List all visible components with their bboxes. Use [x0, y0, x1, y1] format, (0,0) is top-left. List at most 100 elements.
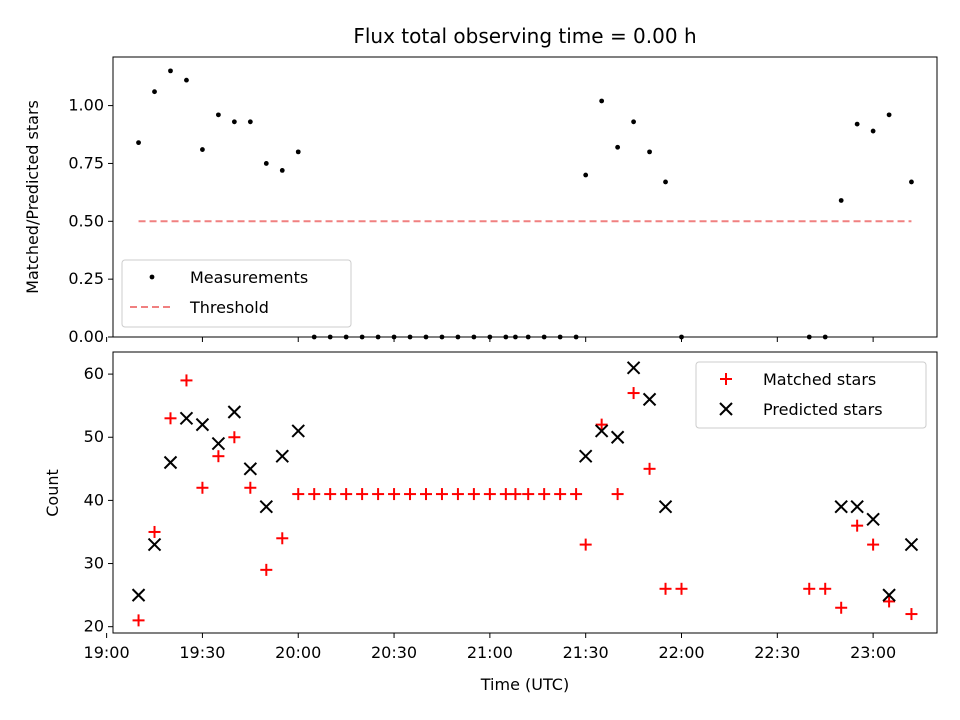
predicted-star-point: [594, 424, 609, 438]
top-axes-frame: [112, 56, 938, 338]
measurement-point: [200, 147, 205, 152]
top-y-tick-label: 0.75: [68, 153, 104, 172]
x-tick-label: 21:30: [563, 643, 609, 662]
matched-star-point: [356, 488, 369, 501]
matched-star-point: [835, 601, 848, 614]
measurement-point: [215, 112, 221, 118]
matched-star-point: [509, 488, 522, 501]
measurement-point: [263, 161, 269, 166]
matched-star-point: [132, 614, 145, 627]
measurement-point: [279, 167, 285, 173]
measurement-point: [168, 68, 173, 74]
matched-star-point: [164, 412, 177, 425]
matched-star-point: [522, 488, 535, 501]
predicted-star-point: [578, 449, 593, 463]
bottom-panel: 20 30 40 50 60 19:00 19:30 20:00 20:30 21:00 21:30…: [43, 351, 938, 694]
top-y-tick-label: 0.25: [68, 269, 104, 288]
predicted-star-point: [866, 512, 880, 527]
bottom-y-tick-label: 60: [84, 364, 104, 383]
matched-star-point: [404, 488, 417, 501]
top-panel: Flux total observing time = 0.00 h 0.00 0…: [23, 24, 938, 346]
matched-star-point: [554, 488, 567, 501]
matched-star-point: [212, 450, 225, 463]
matched-star-point: [308, 488, 321, 501]
x-tick-label: 20:00: [275, 643, 321, 662]
top-legend-box: [121, 259, 352, 328]
matched-star-point: [419, 488, 432, 501]
measurement-point: [909, 179, 914, 185]
matched-star-point: [611, 488, 624, 501]
matched-star-point: [905, 608, 918, 621]
measurement-point: [231, 119, 237, 125]
x-axis-label: Time (UTC): [480, 675, 569, 694]
matched-star-point: [196, 481, 209, 494]
matched-star-point: [627, 387, 640, 400]
x-tick-label: 19:00: [84, 643, 130, 662]
matched-star-point: [579, 538, 592, 551]
legend-measurements-label: Measurements: [190, 268, 308, 287]
x-tick-label: 20:30: [371, 643, 417, 662]
measurement-point: [647, 149, 652, 155]
predicted-star-point: [243, 462, 258, 476]
bottom-y-axis-label: Count: [43, 469, 62, 517]
predicted-star-point: [626, 361, 641, 375]
legend-measurements-marker: [149, 274, 155, 280]
x-tick-label: 22:00: [658, 643, 704, 662]
matched-star-point: [467, 488, 480, 501]
legend-matched-label: Matched stars: [763, 370, 876, 389]
matched-star-point: [372, 488, 385, 501]
matched-star-point: [819, 582, 832, 595]
matched-star-point: [260, 563, 273, 576]
predicted-star-point: [850, 500, 864, 514]
measurement-point: [295, 149, 301, 155]
predicted-star-point: [904, 537, 919, 552]
matched-star-point: [340, 488, 353, 501]
matched-star-point: [803, 582, 816, 595]
legend-predicted-label: Predicted stars: [763, 400, 883, 419]
measurement-point: [838, 198, 844, 203]
predicted-star-point: [131, 588, 146, 602]
matched-star-point: [675, 582, 688, 595]
predicted-star-point: [227, 405, 242, 419]
bottom-y-tick-label: 20: [84, 617, 104, 636]
legend-threshold-label: Threshold: [189, 298, 269, 317]
top-y-tick-label: 1.00: [68, 96, 104, 115]
chart-title: Flux total observing time = 0.00 h: [353, 24, 696, 48]
matched-star-point: [883, 595, 896, 608]
measurement-point: [136, 140, 141, 146]
top-y-tick-label: 0.00: [68, 327, 104, 346]
predicted-star-point: [834, 500, 848, 514]
bottom-axes-frame: [112, 351, 938, 634]
predicted-star-point: [275, 449, 289, 463]
matched-star-point: [851, 519, 864, 532]
matched-star-point: [292, 488, 305, 501]
matched-star-point: [659, 582, 672, 595]
predicted-star-point: [610, 430, 625, 444]
matched-star-point: [483, 488, 496, 501]
predicted-star-point: [259, 500, 274, 514]
top-legend: Measurements Threshold: [121, 259, 352, 328]
bottom-plot-area: 20 30 40 50 60 19:00 19:30 20:00 20:30 21:00 21:30…: [84, 361, 919, 662]
matched-star-point: [595, 418, 608, 431]
predicted-star-point: [147, 537, 162, 552]
matched-star-point: [643, 462, 656, 475]
predicted-star-point: [195, 417, 210, 432]
legend-matched-marker: [720, 373, 732, 385]
x-tick-label: 23:00: [850, 643, 896, 662]
measurement-point: [663, 179, 668, 185]
legend-predicted-marker: [719, 402, 733, 416]
bottom-legend: Matched stars Predicted stars: [695, 361, 927, 429]
x-tick-label: 22:30: [754, 643, 800, 662]
matched-star-point: [435, 488, 448, 501]
measurement-point: [886, 112, 892, 118]
bottom-y-tick-label: 40: [84, 490, 104, 509]
measurement-point: [615, 144, 621, 150]
measurement-point: [184, 77, 189, 83]
matched-star-point: [867, 538, 880, 551]
matched-star-point: [228, 431, 241, 444]
measurement-point: [631, 119, 636, 125]
matched-star-point: [538, 488, 551, 501]
matched-star-point: [244, 481, 257, 494]
measurement-point: [583, 172, 589, 178]
matched-star-point: [451, 488, 464, 501]
